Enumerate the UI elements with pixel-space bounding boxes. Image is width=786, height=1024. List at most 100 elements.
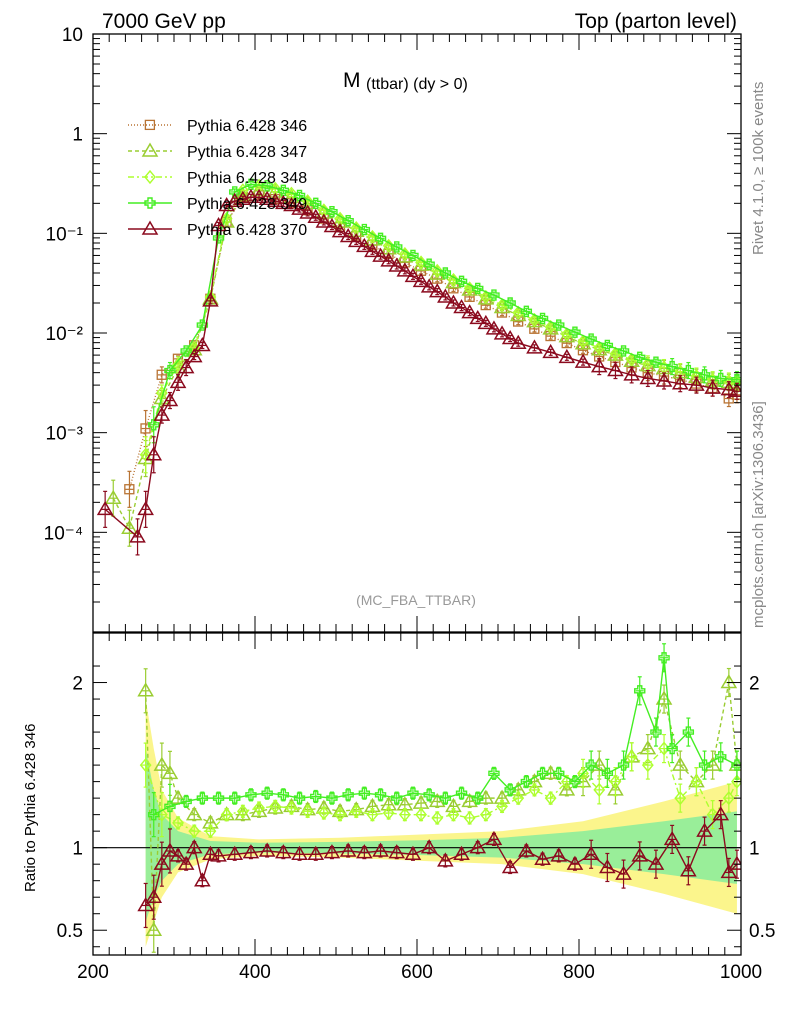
ratio-data-point [415,807,427,822]
ratio-data-point [275,844,292,859]
ratio-series-2 [148,643,741,838]
ratio-data-point [226,845,244,861]
ratio-data-point [609,774,622,789]
main-data-point [617,345,630,357]
main-data-point [423,258,435,270]
ratio-data-point [696,822,713,837]
ratio-data-point [712,806,730,821]
main-data-point [245,178,257,191]
ratio-ytick-label-right: 1 [749,839,760,860]
main-series-line [153,183,738,425]
legend-marker [144,169,156,185]
ratio-data-point [722,791,735,806]
ratio-data-point [137,896,154,912]
main-data-point [558,348,576,364]
main-data-point [536,312,549,325]
ratio-data-point [204,824,217,839]
main-data-point [177,359,195,374]
ratio-data-point [382,805,395,821]
main-data-point [650,356,662,368]
ratio-ytick-label-right: 0.5 [749,921,775,942]
main-data-point [688,376,705,391]
main-data-point [347,232,365,248]
main-data-point [542,343,559,359]
legend: Pythia 6.428 346 Pythia 6.428 347 Pythia 6… [128,118,307,239]
ratio-data-point [671,756,689,771]
plot-title: M [343,69,361,92]
ratio-series-line [144,682,738,931]
ratio-data-point [212,792,225,804]
plot-title-suffix: (ttbar) (dy > 0) [366,76,468,93]
main-data-point [439,267,452,279]
xtick-label: 400 [239,962,271,983]
main-data-point [148,419,160,431]
ratio-data-point [317,805,330,821]
ratio-data-point [690,774,703,789]
main-data-point [590,358,608,373]
ratio-data-point [536,767,549,780]
main-data-point [139,447,152,462]
ratio-data-point [153,855,171,870]
main-data-point [501,330,519,345]
ratio-data-point [285,800,298,816]
main-data-point [129,528,146,543]
ratio-data-point [145,921,163,936]
ratio-data-point [674,791,687,806]
ratio-data-point [372,842,389,857]
ratio-data-point [334,807,346,822]
main-data-point [161,392,179,407]
ratio-data-point [534,850,551,865]
ratio-data-point [164,800,176,813]
ratio-ytick-label: 1 [72,839,83,860]
ratio-data-point [488,767,500,780]
ratio-data-point [161,764,179,780]
ratio-data-point [366,807,379,822]
ratio-series-1 [139,733,741,839]
ratio-data-point [577,766,589,781]
main-data-point [307,208,325,224]
main-data-point [293,189,306,202]
main-data-point [277,184,290,197]
ratio-data-point [310,790,322,803]
main-data-point [145,446,163,461]
ratio-ytick-label-right: 2 [749,674,760,695]
main-data-point [634,351,646,364]
ratio-data-point [582,845,600,861]
main-data-point [156,369,167,380]
main-data-point [180,345,192,357]
main-data-point [553,319,565,331]
ratio-data-point [177,855,195,870]
ratio-data-point [504,784,516,796]
main-data-point [218,197,235,212]
legend-label: Pythia 6.428 346 [187,118,307,135]
main-data-point [275,194,292,210]
ratio-data-point [666,742,678,755]
main-data-point [493,325,511,340]
ratio-data-point [339,842,357,857]
ratio-data-point [569,775,581,788]
ratio-data-point [153,756,171,771]
ratio-data-point [236,804,249,819]
xtick-label: 200 [77,962,109,983]
legend-label: Pythia 6.428 347 [187,144,307,161]
ratio-data-point [599,858,616,874]
ratio-data-point [180,795,192,808]
main-data-point [526,339,543,354]
ratio-data-point [496,799,508,814]
main-data-point [671,375,689,390]
legend-label: Pythia 6.428 348 [187,170,307,187]
ratio-data-point [731,759,741,771]
main-data-point [601,339,614,352]
main-data-point [153,390,171,405]
main-data-point [504,297,516,309]
plot-frames: 10 1 10⁻¹ 10⁻² 10⁻³ 10⁻⁴ 200 400 600 800 1000 0.5 0.… [44,25,776,983]
main-data-point [396,262,414,277]
ratio-data-point [518,842,535,857]
ratio-data-point [601,767,614,780]
ratio-data-point [631,847,649,862]
ratio-data-point [634,685,646,697]
main-data-point [169,373,187,389]
main-data-point [585,333,597,345]
ratio-data-point [148,808,160,821]
main-data-point [310,197,322,210]
